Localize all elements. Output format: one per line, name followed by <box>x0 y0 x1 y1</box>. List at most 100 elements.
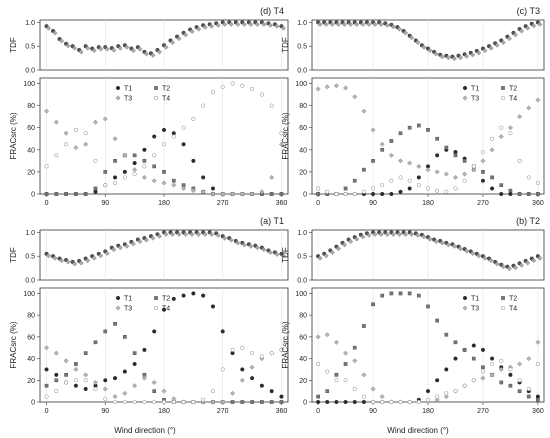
tdf-point <box>329 21 335 27</box>
frac-point-t4 <box>462 383 467 388</box>
tdf-point <box>150 52 156 58</box>
tdf-point <box>500 39 506 46</box>
frac-point-t3 <box>480 375 486 381</box>
frac-point-t3 <box>151 379 157 386</box>
frac-point-t4 <box>73 378 78 383</box>
frac-point-t3 <box>210 191 216 197</box>
frac-point-t2 <box>230 400 235 404</box>
tdf-point <box>378 231 384 237</box>
frac-ytick-label: 40 <box>299 147 307 154</box>
tdf-point <box>45 253 52 259</box>
frac-point-t2 <box>64 192 68 196</box>
frac-point-t1 <box>201 293 206 298</box>
legend-marker-t2 <box>501 86 505 90</box>
frac-point-t3 <box>229 191 236 197</box>
tdf-point <box>427 48 433 54</box>
frac-point-t4 <box>73 127 78 132</box>
frac-point-t4 <box>490 361 495 367</box>
frac-point-t1 <box>113 175 118 180</box>
frac-xtick-label: 90 <box>369 408 377 415</box>
tdf-point <box>215 22 221 28</box>
frac-point-t1 <box>171 131 176 136</box>
frac-point-t4 <box>54 389 59 394</box>
frac-point-t1 <box>103 378 108 383</box>
tdf-point <box>488 258 494 264</box>
frac-point-t3 <box>190 188 196 194</box>
tdf-point <box>317 255 323 261</box>
frac-point-t2 <box>325 389 330 393</box>
frac-xtick-label: 360 <box>276 200 288 207</box>
frac-point-t4 <box>352 191 357 197</box>
tdf-point <box>137 46 143 52</box>
tdf-point <box>421 234 427 240</box>
tdf-point <box>531 23 537 29</box>
tdf-point <box>476 253 482 259</box>
frac-point-t4 <box>250 351 255 356</box>
tdf-point <box>348 238 354 245</box>
legend-marker-t4 <box>500 305 506 311</box>
frac-point-t3 <box>200 189 206 195</box>
frac-point-t2 <box>380 293 385 298</box>
frac-point-t1 <box>453 149 458 155</box>
frac-point-t4 <box>380 399 385 405</box>
frac-point-t3 <box>102 116 108 122</box>
tdf-point <box>150 235 156 241</box>
frac-point-t2 <box>44 192 49 196</box>
frac-point-t1 <box>191 291 196 296</box>
tdf-point <box>506 36 512 42</box>
frac-point-t3 <box>361 108 367 114</box>
frac-point-t4 <box>93 386 98 392</box>
frac-point-t2 <box>517 192 522 196</box>
tdf-point <box>130 48 136 54</box>
tdf-point <box>470 52 476 58</box>
tdf-point <box>445 242 451 248</box>
frac-point-t4 <box>453 186 458 191</box>
frac-point-t3 <box>443 394 449 400</box>
tdf-point <box>163 231 169 237</box>
frac-point-t1 <box>201 175 206 180</box>
frac-ytick-label: 80 <box>299 313 307 320</box>
frac-point-t3 <box>122 152 128 158</box>
tdf-point <box>421 44 427 50</box>
frac-point-t4 <box>343 378 348 383</box>
frac-point-t4 <box>334 378 339 383</box>
tdf-point <box>248 21 254 27</box>
frac-point-t1 <box>142 147 147 152</box>
legend-marker-t2 <box>154 86 158 90</box>
frac-point-t1 <box>490 356 495 361</box>
tdf-point <box>464 248 470 254</box>
frac-point-t4 <box>64 142 69 147</box>
frac-point-t4 <box>361 394 366 399</box>
frac-xtick-label: 180 <box>158 200 170 207</box>
tdf-point <box>72 261 78 267</box>
frac-point-t2 <box>93 340 98 345</box>
frac-point-t4 <box>462 178 467 183</box>
frac-point-t2 <box>526 192 531 196</box>
frac-point-t1 <box>250 376 255 381</box>
frac-point-t3 <box>151 178 157 184</box>
tdf-point <box>519 262 525 268</box>
frac-point-t2 <box>398 291 403 296</box>
frac-point-t1 <box>152 329 157 334</box>
legend-label: T3 <box>471 306 479 313</box>
tdf-point <box>354 236 360 242</box>
frac-point-t2 <box>526 394 531 399</box>
frac-point-t2 <box>389 291 394 296</box>
tdf-ytick-label: 0.0 <box>25 278 35 285</box>
frac-point-t4 <box>508 131 513 136</box>
frac-point-t4 <box>230 347 235 352</box>
legend-marker-t1 <box>115 295 121 301</box>
frac-point-t4 <box>279 347 284 352</box>
frac-point-t2 <box>416 293 421 298</box>
tdf-point <box>403 231 409 237</box>
tdf-point <box>169 231 176 237</box>
tdf-point <box>274 23 280 29</box>
tdf-ylabel: TDF <box>281 247 290 263</box>
tdf-point <box>59 38 65 44</box>
tdf-point <box>433 51 439 57</box>
frac-point-t4 <box>407 399 412 405</box>
frac-point-t2 <box>416 123 421 128</box>
frac-point-t4 <box>453 389 458 394</box>
tdf-point <box>512 265 519 271</box>
frac-point-t3 <box>535 97 541 103</box>
